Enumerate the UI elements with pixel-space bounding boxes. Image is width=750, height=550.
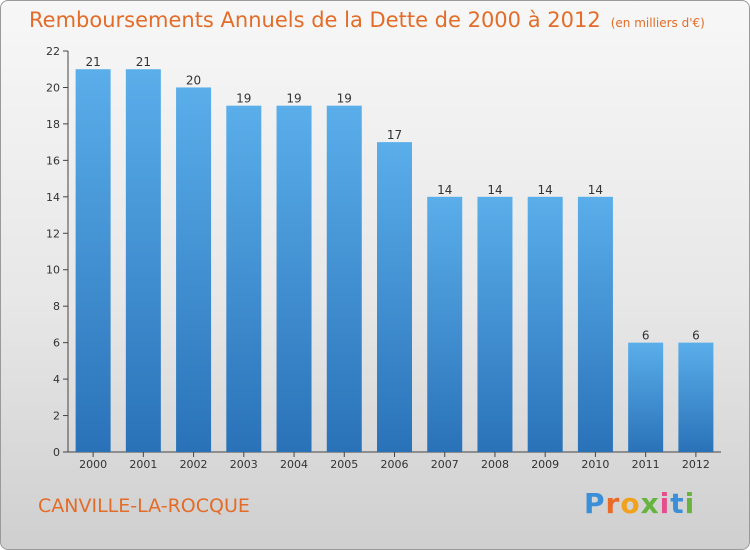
- bar: [628, 342, 664, 452]
- data-label: 21: [85, 55, 100, 69]
- x-tick-label: 2000: [79, 458, 107, 471]
- bar: [75, 69, 111, 453]
- data-label: 14: [538, 183, 553, 197]
- logo-letter: i: [659, 487, 671, 520]
- bars: [75, 69, 714, 453]
- y-axis: 0 2 4 6 8 10 12 14 16 18 20 22: [46, 45, 69, 459]
- x-tick-label: 2005: [330, 458, 358, 471]
- y-tick-label: 8: [53, 300, 60, 313]
- x-tick-label: 2010: [581, 458, 609, 471]
- logo-letter: P: [584, 487, 606, 520]
- x-tick-label: 2009: [531, 458, 559, 471]
- y-tick-label: 6: [53, 337, 60, 350]
- y-tick-label: 18: [46, 118, 60, 131]
- logo-letter: r: [605, 487, 621, 520]
- bar: [577, 196, 613, 452]
- chart-title-text: Remboursements Annuels de la Dette de 20…: [29, 8, 601, 32]
- data-label: 17: [387, 128, 402, 142]
- y-tick-label: 22: [46, 45, 60, 58]
- bar: [527, 196, 563, 452]
- x-axis: 2000 2001 2002 2003 2004 2005 2006 2007 2008 2009…: [68, 451, 721, 471]
- x-tick-label: 2001: [129, 458, 157, 471]
- logo-letter: o: [620, 487, 641, 520]
- y-tick-label: 2: [53, 410, 60, 423]
- chart-title: Remboursements Annuels de la Dette de 20…: [29, 8, 705, 32]
- data-label: 19: [286, 92, 301, 106]
- data-label: 14: [437, 183, 452, 197]
- y-tick-label: 16: [46, 154, 60, 167]
- y-tick-label: 4: [53, 373, 60, 386]
- bar: [276, 105, 312, 452]
- bar: [477, 196, 513, 452]
- x-tick-label: 2012: [682, 458, 710, 471]
- data-label: 19: [337, 92, 352, 106]
- x-tick-label: 2002: [180, 458, 208, 471]
- y-tick-label: 20: [46, 81, 60, 94]
- bar: [326, 105, 362, 452]
- proxiti-logo: Proxiti: [584, 487, 695, 520]
- y-tick-label: 14: [46, 191, 60, 204]
- data-label: 14: [588, 183, 603, 197]
- logo-letter: t: [670, 487, 685, 520]
- x-tick-label: 2004: [280, 458, 308, 471]
- commune-name: CANVILLE-LA-ROCQUE: [38, 495, 250, 517]
- y-tick-label: 0: [53, 446, 60, 459]
- x-tick-label: 2011: [632, 458, 660, 471]
- x-tick-label: 2006: [381, 458, 409, 471]
- data-label: 19: [236, 92, 251, 106]
- data-label: 20: [186, 73, 201, 87]
- bar: [678, 342, 714, 452]
- x-tick-label: 2007: [431, 458, 459, 471]
- bar: [427, 196, 463, 452]
- y-tick-label: 10: [46, 264, 60, 277]
- logo-letter: x: [640, 487, 660, 520]
- logo-letter: i: [684, 487, 696, 520]
- x-tick-label: 2003: [230, 458, 258, 471]
- bar: [226, 105, 262, 452]
- value-labels: 21 21 20 19 19 19 17 14 14 14 14 6 6: [85, 55, 699, 342]
- bar: [176, 87, 212, 453]
- x-tick-label: 2008: [481, 458, 509, 471]
- chart-subtitle: (en milliers d'€): [610, 16, 705, 30]
- data-label: 6: [642, 329, 650, 343]
- data-label: 6: [692, 329, 700, 343]
- y-tick-label: 12: [46, 227, 60, 240]
- data-label: 14: [487, 183, 502, 197]
- data-label: 21: [136, 55, 151, 69]
- bar: [125, 69, 161, 453]
- bar: [377, 142, 412, 453]
